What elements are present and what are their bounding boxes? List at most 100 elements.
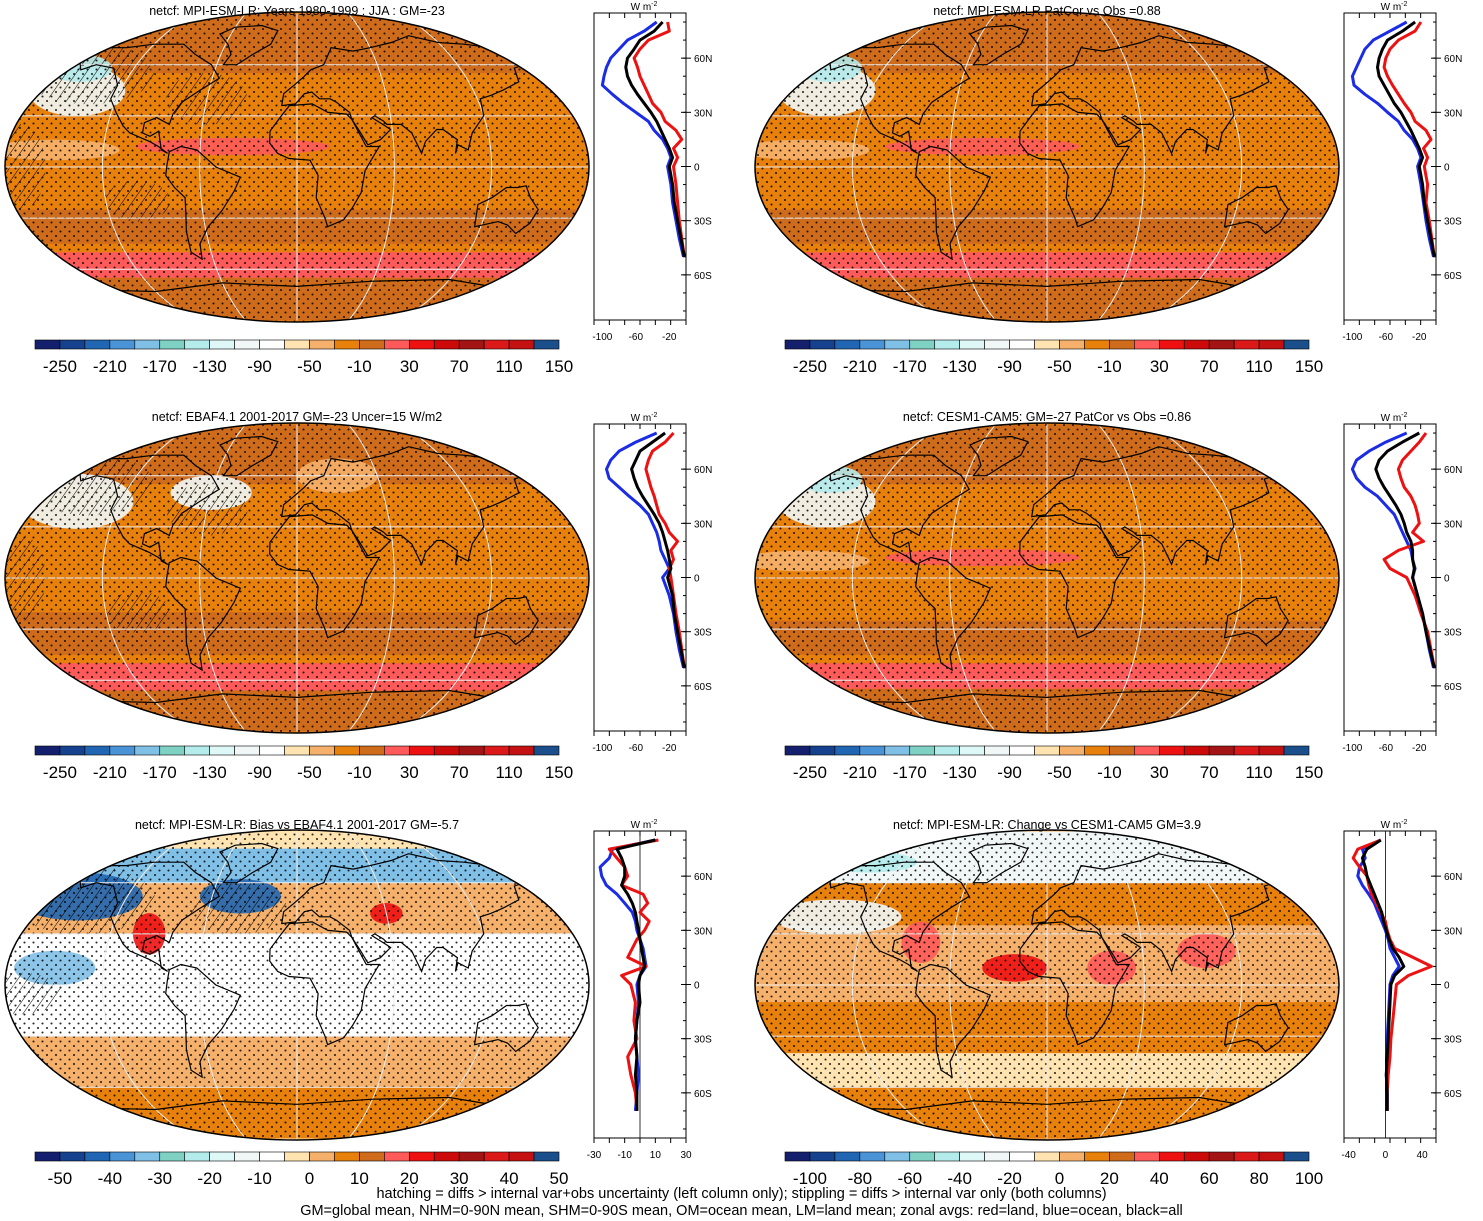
coastline-antarctica [832,689,1262,704]
colorbar-label: 110 [496,357,523,376]
colorbar-label: -80 [848,1169,873,1188]
colorbar-label: -50 [48,1169,73,1188]
coastline-africa [1019,514,1131,639]
colorbar-label: 80 [1250,1169,1269,1188]
colorbar-label: -130 [193,357,227,376]
lat-tick-label: 60N [1444,872,1462,883]
longitude-line [101,13,195,321]
colorbar-swatch [1009,339,1035,350]
colorbar-swatch [259,1151,285,1162]
coastline-greenland [219,842,279,884]
colorbar-label: -10 [347,763,372,782]
map-border [4,11,590,323]
colorbar-swatch [909,1151,936,1162]
colorbar-swatch [1183,1151,1210,1162]
colorbar-swatch [234,1151,260,1162]
zonal-series-all [1360,838,1406,1111]
colorbar-swatch [1034,745,1060,756]
zonal-panel-5: 60N 30N 0 30S 60S -30 -10 10 30 W m-2 [587,819,713,1161]
colorbar-label: 70 [450,763,469,782]
colorbar-label: -210 [843,763,877,782]
colorbar-swatch [184,339,210,350]
colorbar-swatch [458,339,485,350]
colorbar-swatch [859,745,886,756]
colorbar-swatch [934,745,960,756]
longitude-line [851,424,945,732]
zonal-series-ocean [1350,20,1435,258]
colorbar-swatch [1208,745,1235,756]
x-tick-label: -60 [1379,332,1394,343]
colorbar-swatch [359,745,385,756]
colorbar-label: -10 [247,1169,272,1188]
colorbar-label: -50 [297,763,322,782]
colorbar-label: 100 [1295,1169,1323,1188]
longitude-line [399,424,493,732]
longitude-line [348,424,395,732]
colorbar-label: -210 [93,357,127,376]
longitude-line [949,831,996,1139]
zonal-panel-1: 60N 30N 0 30S 60S -100 -60 -20 W m-2 [592,1,712,343]
colorbar-swatch [1158,1151,1185,1162]
x-tick-label: -40 [1341,1150,1356,1161]
zonal-unit: W m-2 [1381,1,1408,13]
colorbar-swatch [408,1151,435,1162]
colorbar-swatch [784,745,811,756]
colorbar-swatch [309,745,335,756]
colorbar-label: -10 [1097,357,1122,376]
zonal-series-all [615,838,656,1111]
colorbar-swatch [834,339,861,350]
lat-tick-label: 60S [1444,682,1462,693]
coastline-antarctica [82,689,512,704]
lat-tick-label: 0 [1444,574,1450,585]
zonal-series-ocean [598,838,656,1112]
colorbar-swatch [483,1151,510,1162]
map-border [754,829,1340,1141]
colorbar-swatch [458,1151,485,1162]
colorbar-swatch [959,1151,985,1162]
colorbar-swatch [1233,339,1260,350]
colorbar-swatch [109,339,136,350]
zonal-series-ocean [600,20,685,258]
colorbar-swatch [159,1151,186,1162]
map-panel-4: netcf: CESM1-CAM5: GM=-27 PatCor vs Obs … [754,410,1340,734]
coastline-namerica [79,454,221,565]
zonal-unit-exponent: -2 [1401,1,1407,8]
colorbar-swatch [234,745,260,756]
colorbar-label: -30 [147,1169,172,1188]
hatching [9,865,156,935]
map-field [755,423,1339,733]
coastline-eurasia [1030,35,1279,156]
coastlines [79,24,539,293]
coastline-eurasia [280,853,529,974]
colorbar-swatch [1258,339,1285,350]
colorbar-label: -40 [98,1169,123,1188]
colorbar-swatch [1208,339,1235,350]
coastlines [829,435,1289,704]
longitude-line [1149,424,1243,732]
map-border [4,829,590,1141]
colorbar-swatch [1183,339,1210,350]
colorbar-label: -250 [43,763,77,782]
colorbar-swatch [984,339,1010,350]
lat-tick-label: 60N [1444,465,1462,476]
colorbar-swatch [184,1151,210,1162]
zonal-unit-exponent: -2 [651,819,657,826]
coastline-australia [1223,1003,1289,1053]
colorbar-label: 30 [400,357,419,376]
colorbar-swatch [234,339,260,350]
x-tick-label: 40 [1417,1150,1429,1161]
coastline-samerica [165,963,242,1079]
colorbar-swatch [134,745,161,756]
longitude-line [1098,831,1145,1139]
colorbar-swatch [1233,1151,1260,1162]
colorbar-swatch [259,745,285,756]
zonal-series-all [630,431,686,669]
colorbar-swatch [834,1151,861,1162]
lat-tick-label: 60N [694,54,712,65]
colorbar-swatch [533,339,560,350]
colorbar-swatch [458,745,485,756]
map-border [4,422,590,734]
colorbar-swatch [84,1151,111,1162]
colorbar-label: -60 [897,1169,922,1188]
